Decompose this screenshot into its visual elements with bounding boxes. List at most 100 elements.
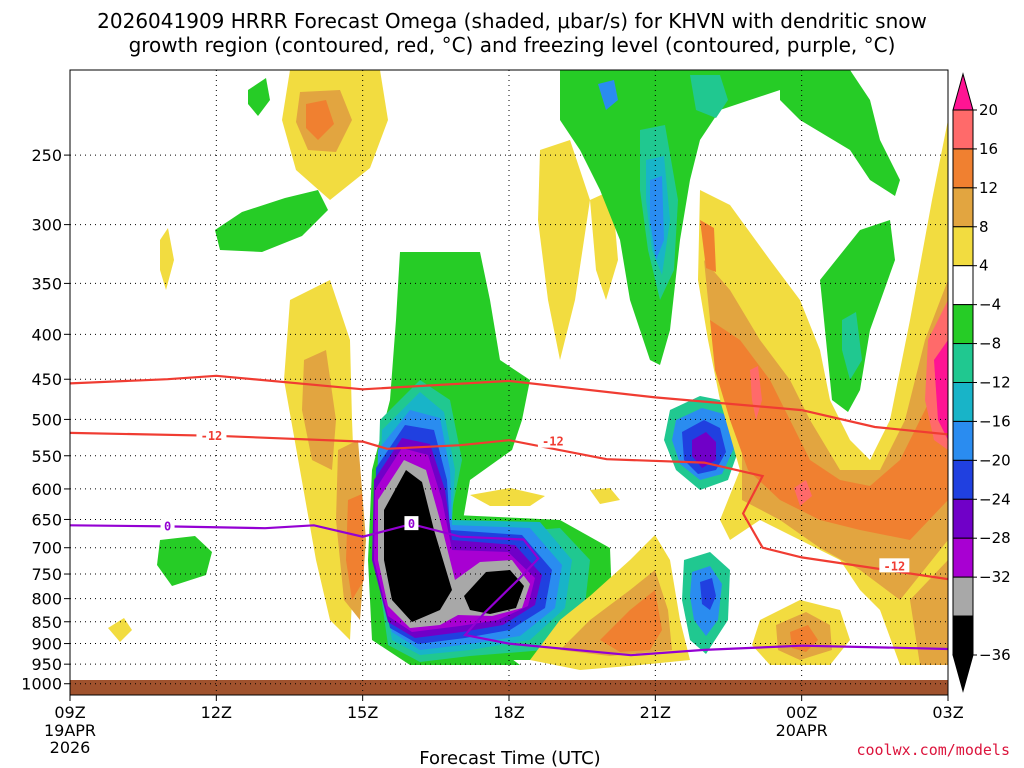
colorbar-label-5: −4: [979, 296, 1001, 314]
colorbar-label-6: −8: [979, 335, 1001, 353]
colorbar-label-13: −36: [979, 646, 1011, 664]
colorbar-label-7: −12: [979, 374, 1011, 392]
freezing-label-2-bg: [404, 516, 419, 531]
omega-shading: [108, 70, 948, 670]
omega-negative-upper-plume-right: [780, 70, 900, 196]
y-tick-label-950: 950: [31, 655, 62, 674]
colorbar-band-8: [952, 420, 974, 461]
contour-lines: -12 -12 -12 0 0: [70, 374, 948, 657]
colorbar: 20 16 12 8 4 −4 −8 −12 −16 −20 −24 −28 −32 −36: [952, 72, 1011, 693]
omega-negative-cell-22z-lower-navy: [700, 578, 716, 610]
credit-text: coolwx.com/models: [856, 741, 1010, 759]
y-tick-label-600: 600: [31, 480, 62, 499]
dgz-label-3-bg: [879, 558, 910, 573]
dgz-label-2-bg: [537, 433, 568, 448]
y-tick-label-800: 800: [31, 590, 62, 609]
x-date-label-0-0: 19APR: [44, 721, 96, 740]
colorbar-label-10: −24: [979, 490, 1011, 508]
colorbar-band-0: [952, 109, 974, 150]
freezing-label-2: 0: [408, 517, 415, 531]
omega-positive-large-right-extreme: [934, 340, 948, 440]
omega-positive-orange-streak: [700, 220, 716, 272]
freezing-label-1: 0: [164, 519, 171, 533]
omega-negative-left-upper: [215, 190, 328, 252]
chart-title-line-1: 2026041909 HRRR Forecast Omega (shaded, …: [97, 9, 927, 33]
y-tick-label-250: 250: [31, 146, 62, 165]
chart-title-line-2: growth region (contoured, red, °C) and f…: [129, 33, 896, 57]
omega-positive-red-dot: [794, 480, 812, 506]
omega-negative-top-small: [248, 78, 270, 116]
y-tick-label-550: 550: [31, 447, 62, 466]
omega-positive-lower-right-peak: [600, 590, 662, 652]
omega-negative-top-teal: [690, 75, 728, 118]
colorbar-bottom-tip: [952, 654, 974, 693]
dgz-label-3: -12: [884, 559, 906, 573]
omega-positive-upper-left-peak: [306, 100, 334, 140]
x-tick-label-12: 21Z: [640, 703, 671, 722]
y-tick-label-850: 850: [31, 613, 62, 632]
colorbar-band-7: [952, 382, 974, 422]
omega-positive-large-right-peak: [710, 320, 948, 540]
colorbar-band-3: [952, 226, 974, 267]
omega-negative-23z-column: [820, 220, 895, 412]
x-date-label-0-1: 2026: [50, 738, 91, 757]
grid-lines: [70, 70, 948, 695]
x-axis-label: Forecast Time (UTC): [419, 748, 600, 768]
colorbar-band-6: [952, 343, 974, 384]
colorbar-label-3: 8: [979, 218, 989, 236]
omega-positive-right-small: [590, 488, 620, 504]
y-axis-ticks: 250 300 350 400 450 500 550 600 650 700 750 800 850 9…: [21, 146, 70, 694]
y-tick-label-650: 650: [31, 510, 62, 529]
colorbar-label-4: 4: [979, 257, 989, 275]
dgz-label-2: -12: [542, 435, 564, 449]
omega-positive-far-right-lower: [910, 560, 948, 665]
colorbar-band-12: [952, 576, 974, 617]
omega-positive-mid-small: [470, 488, 545, 506]
colorbar-label-2: 12: [979, 179, 998, 197]
omega-negative-upper-plume-blue: [650, 176, 664, 260]
terrain-band: [70, 680, 948, 695]
x-date-label-15-0: 20APR: [776, 721, 828, 740]
colorbar-label-1: 16: [979, 140, 998, 158]
colorbar-band-10: [952, 498, 974, 539]
omega-negative-left-lower: [157, 536, 212, 586]
colorbar-band-13: [952, 615, 974, 656]
x-tick-label-0: 09Z: [54, 703, 85, 722]
colorbar-band-2: [952, 187, 974, 228]
omega-positive-plume-1920: [538, 140, 590, 360]
y-tick-label-750: 750: [31, 565, 62, 584]
colorbar-label-8: −16: [979, 412, 1011, 430]
y-tick-label-300: 300: [31, 216, 62, 235]
dgz-label-1-bg: [196, 427, 227, 442]
omega-positive-left-tiny: [108, 618, 132, 642]
omega-negative-23z-column-teal: [842, 312, 862, 380]
y-tick-label-900: 900: [31, 635, 62, 654]
y-tick-label-1000: 1000: [21, 675, 62, 694]
omega-negative-top-blue: [598, 80, 618, 110]
x-tick-label-6: 15Z: [347, 703, 378, 722]
x-tick-label-18: 03Z: [932, 703, 963, 722]
colorbar-band-11: [952, 537, 974, 578]
colorbar-band-9: [952, 459, 974, 500]
colorbar-band-5: [952, 304, 974, 345]
freezing-level-contour: [70, 522, 948, 657]
dgz-top-contour: [70, 374, 948, 436]
omega-negative-main-black-core: [384, 470, 452, 622]
y-tick-label-450: 450: [31, 370, 62, 389]
colorbar-label-9: −20: [979, 451, 1011, 469]
colorbar-top-tip: [952, 72, 974, 111]
freezing-label-1-bg: [160, 518, 175, 533]
y-tick-label-700: 700: [31, 539, 62, 558]
y-tick-label-500: 500: [31, 410, 62, 429]
colorbar-band-1: [952, 148, 974, 189]
x-tick-label-9: 18Z: [493, 703, 524, 722]
x-tick-label-15: 00Z: [786, 703, 817, 722]
y-tick-label-350: 350: [31, 274, 62, 293]
y-tick-label-400: 400: [31, 325, 62, 344]
colorbar-band-4: [952, 265, 974, 306]
colorbar-label-12: −32: [979, 568, 1011, 586]
omega-negative-cell-22z-upper-core: [692, 432, 716, 468]
x-tick-label-3: 12Z: [201, 703, 232, 722]
